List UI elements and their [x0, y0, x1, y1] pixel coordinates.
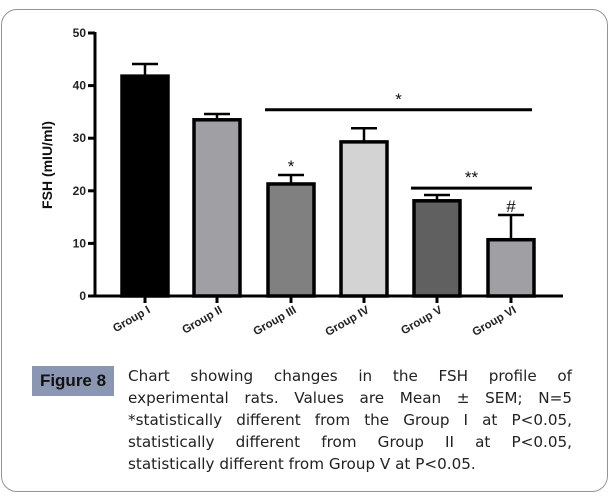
caption-line: Chart showing changes in the FSH profile…: [128, 367, 572, 385]
bar-group-ii: [192, 118, 242, 298]
annotations: *#***: [265, 90, 532, 216]
figure-label: Figure 8: [32, 366, 114, 396]
y-tick-label: 0: [79, 289, 86, 303]
y-axis-title: FSH (mIU/ml): [39, 121, 55, 209]
significance-marker: #: [506, 197, 516, 216]
caption-line: statistically different from Group II at…: [128, 433, 572, 451]
y-tick-label: 40: [73, 79, 87, 93]
y-tick-label: 50: [73, 26, 87, 40]
figure-caption: Chart showing changes in the FSH profile…: [128, 365, 572, 475]
x-tick-label: Group V: [399, 304, 445, 337]
significance-marker: *: [395, 90, 402, 109]
significance-marker: *: [288, 157, 295, 176]
x-tick-label: Group I: [111, 304, 152, 335]
caption-line: *statistically different from the Group …: [128, 411, 572, 429]
bars: [120, 62, 536, 298]
bar-chart: 0 10 20 30 40 50 Group I Group II Group III Group…: [39, 26, 563, 339]
x-tick-label: Group III: [252, 304, 299, 338]
bar-group-iii: [266, 182, 316, 298]
significance-marker: **: [465, 168, 479, 187]
caption-line: statistically different from Group V at …: [128, 455, 476, 473]
x-tick-label: Group VI: [470, 304, 518, 339]
bar-group-i: [120, 74, 170, 298]
bar-group-v: [412, 199, 462, 298]
y-tick-label: 30: [73, 131, 87, 145]
y-tick-label: 10: [73, 236, 87, 250]
x-tick-label: Group IV: [323, 304, 371, 339]
x-tick-label: Group II: [180, 304, 224, 336]
caption-line: experimental rats. Values are Mean ± SEM…: [128, 389, 572, 407]
bar-group-vi: [486, 237, 536, 298]
bar-group-iv: [339, 140, 389, 298]
y-tick-label: 20: [73, 184, 87, 198]
